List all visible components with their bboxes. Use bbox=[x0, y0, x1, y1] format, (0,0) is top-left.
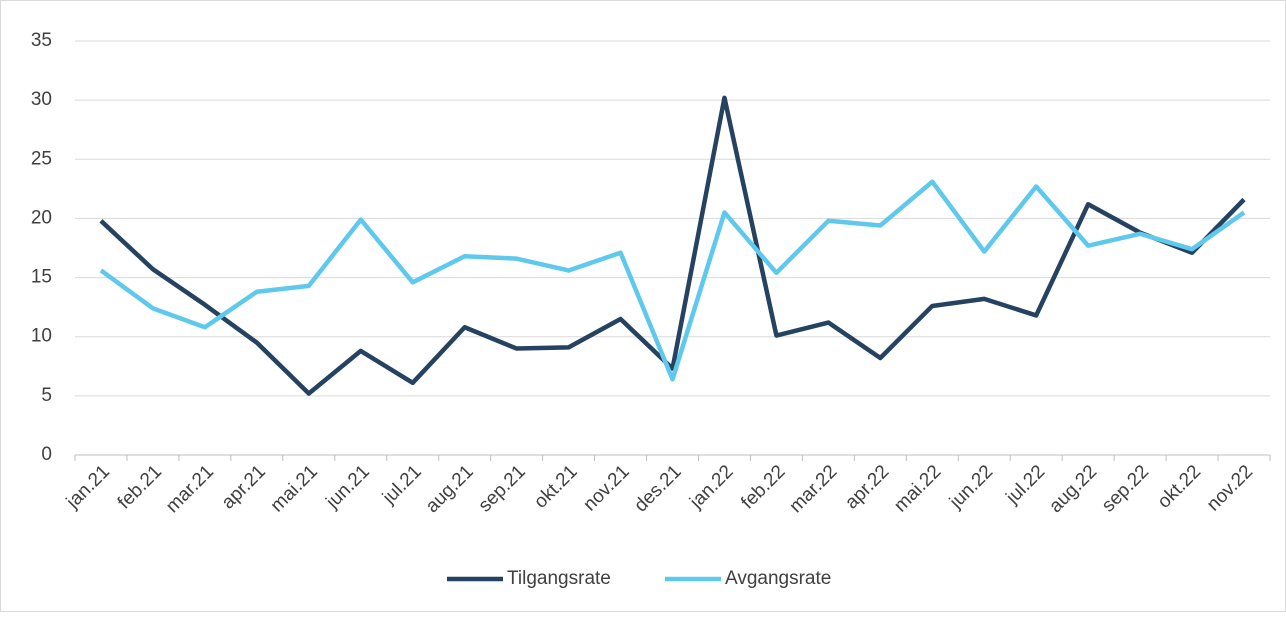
legend-label: Tilgangsrate bbox=[507, 568, 611, 589]
y-tick-label: 0 bbox=[41, 444, 52, 465]
y-tick-label: 5 bbox=[41, 385, 52, 406]
y-tick-label: 25 bbox=[31, 148, 52, 169]
y-tick-label: 10 bbox=[31, 326, 52, 347]
y-tick-label: 20 bbox=[31, 207, 52, 228]
y-tick-label: 15 bbox=[31, 267, 52, 288]
y-tick-label: 35 bbox=[31, 30, 52, 51]
series-line bbox=[99, 179, 1246, 382]
y-tick-label: 30 bbox=[31, 89, 52, 110]
series-line bbox=[99, 95, 1246, 396]
legend-label: Avgangsrate bbox=[725, 568, 831, 589]
